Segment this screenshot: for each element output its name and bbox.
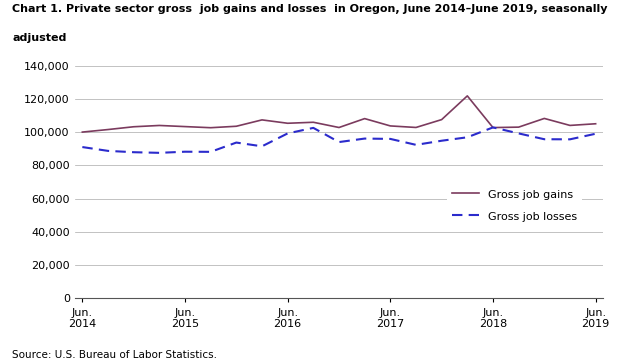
Gross job losses [412,143,420,147]
Line: Gross job losses: Gross job losses [82,127,596,153]
Gross job gains [78,130,86,134]
Gross job gains [463,94,471,98]
Gross job gains [490,126,497,130]
Gross job gains [335,125,343,130]
Gross job losses [156,151,163,155]
Gross job losses [361,136,368,141]
Gross job gains [130,124,137,129]
Gross job losses [463,135,471,139]
Gross job losses [490,125,497,130]
Gross job losses [387,137,394,141]
Gross job gains [207,126,215,130]
Gross job losses [335,140,343,144]
Gross job losses [310,126,317,130]
Gross job gains [592,122,600,126]
Gross job gains [181,124,188,129]
Gross job losses [104,149,112,153]
Gross job losses [438,139,445,143]
Gross job losses [592,131,600,136]
Gross job losses [541,137,548,142]
Gross job losses [566,137,573,142]
Gross job losses [284,131,291,136]
Text: Source: U.S. Bureau of Labor Statistics.: Source: U.S. Bureau of Labor Statistics. [12,351,218,360]
Gross job gains [310,120,317,124]
Gross job gains [258,118,266,122]
Gross job gains [233,124,240,128]
Line: Gross job gains: Gross job gains [82,96,596,132]
Gross job losses [233,141,240,145]
Gross job losses [258,144,266,149]
Gross job losses [515,131,522,136]
Text: adjusted: adjusted [12,33,67,43]
Gross job gains [284,121,291,126]
Gross job gains [515,125,522,129]
Gross job gains [361,116,368,121]
Gross job gains [438,118,445,122]
Legend: Gross job gains, Gross job losses: Gross job gains, Gross job losses [447,183,582,228]
Gross job gains [387,124,394,128]
Gross job losses [78,145,86,149]
Gross job gains [156,123,163,128]
Gross job losses [207,150,215,154]
Gross job losses [130,150,137,154]
Gross job gains [541,116,548,120]
Gross job losses [181,150,188,154]
Gross job gains [104,127,112,132]
Gross job gains [566,123,573,128]
Text: Chart 1. Private sector gross  job gains and losses  in Oregon, June 2014–June 2: Chart 1. Private sector gross job gains … [12,4,608,13]
Gross job gains [412,125,420,130]
